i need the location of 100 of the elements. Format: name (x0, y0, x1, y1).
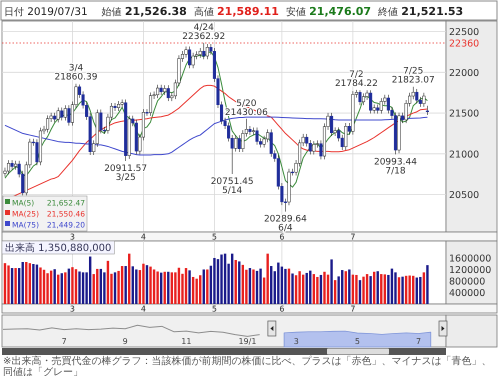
bar (369, 276, 372, 304)
y-tick-label: 22000 (449, 68, 480, 79)
bar (266, 254, 269, 304)
text: 終値 21,521.53 (377, 5, 464, 18)
candlestick (380, 98, 383, 114)
candlestick (156, 84, 160, 98)
bar (316, 276, 319, 304)
candlestick (56, 107, 60, 123)
x-tick-label: 3 (70, 232, 75, 242)
bar (270, 266, 272, 304)
bar (57, 274, 60, 304)
x-tick-label: 5 (212, 232, 217, 242)
x-tick-label: 5 (212, 304, 217, 314)
candlestick (255, 127, 259, 146)
candlestick (372, 104, 376, 114)
x-tick-label: 6 (279, 232, 284, 242)
candlestick (67, 104, 70, 126)
bar (192, 276, 194, 304)
candlestick (202, 42, 206, 60)
bar (302, 274, 304, 304)
annotation: 20993.44 7/18 (374, 157, 418, 176)
candlestick (53, 112, 56, 123)
bar (426, 265, 429, 304)
candlestick (46, 115, 50, 133)
annotation: 7/2 21784.22 (334, 70, 378, 89)
candlestick (192, 52, 195, 69)
x-tick-label: 11 (181, 337, 192, 346)
bar (103, 272, 106, 304)
annotation: 3/4 21860.39 (54, 64, 98, 83)
candlestick (148, 92, 152, 116)
candlestick (344, 122, 348, 150)
x-tick-label: 7 (416, 337, 422, 346)
bar (53, 269, 56, 304)
candlestick (376, 104, 380, 114)
bar (412, 276, 414, 304)
candlestick (166, 84, 170, 102)
bar (14, 268, 17, 304)
y-tick-label: 21500 (449, 108, 480, 120)
bar (238, 261, 240, 304)
x-tick-label: 9 (122, 337, 128, 346)
candlestick (234, 134, 238, 152)
bar (294, 275, 298, 304)
bar (352, 274, 354, 304)
x-tick-label: 7 (62, 337, 67, 346)
bar (234, 260, 237, 304)
candlestick (252, 127, 256, 136)
bar (195, 278, 198, 304)
text: 安値 21,476.07 (286, 5, 372, 18)
x-tick-label: 19/1 (238, 337, 256, 346)
candlestick (358, 90, 362, 106)
x-tick-label: 3 (70, 304, 75, 314)
candlestick (6, 160, 10, 175)
candlestick (198, 48, 202, 58)
bar (213, 258, 216, 304)
bar (124, 266, 127, 304)
candlestick (184, 46, 188, 58)
bar (167, 272, 170, 304)
candlestick (64, 104, 67, 121)
bar (82, 272, 84, 304)
bar (199, 275, 202, 304)
candlestick (163, 84, 166, 96)
y-tick-label: 1600000 (449, 253, 492, 264)
bar (160, 272, 162, 304)
bar (401, 276, 404, 304)
candlestick (422, 92, 426, 108)
ref-line-label: 22360 (449, 38, 480, 50)
bar (164, 272, 166, 304)
bar (344, 271, 347, 304)
bar (178, 268, 180, 304)
candlestick (362, 93, 366, 106)
bar (390, 268, 394, 304)
bar (277, 262, 280, 304)
candlestick (415, 88, 418, 104)
bar (96, 268, 98, 304)
bar (259, 268, 262, 304)
bar (298, 271, 301, 304)
x-tick-label: 7 (350, 304, 356, 314)
bar (306, 272, 308, 304)
bar (25, 262, 28, 304)
annotation: 20289.64 6/4 (264, 214, 308, 234)
bar (135, 269, 138, 304)
bar (10, 268, 14, 304)
bar (330, 259, 333, 304)
bar (132, 266, 134, 304)
bar (88, 256, 92, 304)
candlestick (60, 107, 64, 121)
bar (46, 273, 49, 304)
y-tick-label: 1200000 (449, 264, 492, 276)
bar (242, 264, 244, 304)
bar (128, 254, 130, 304)
bar (355, 274, 358, 304)
annotation: 20751.45 5/14 (210, 177, 254, 196)
bar (68, 268, 70, 304)
text: 高値 21,589.11 (194, 5, 279, 18)
bar (106, 260, 110, 304)
bar (284, 268, 287, 304)
annotation: 4/24 22362.92 (182, 22, 226, 42)
bar (142, 264, 145, 304)
bar (248, 268, 252, 304)
x-tick-label: 5 (354, 337, 360, 346)
